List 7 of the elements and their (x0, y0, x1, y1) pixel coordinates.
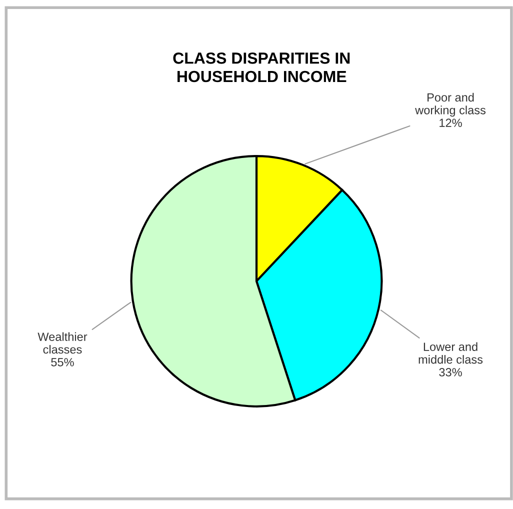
slice-label: Wealthier classes (38, 332, 88, 354)
data-label: 12% (440, 118, 462, 127)
data-label: 55% (51, 358, 74, 366)
slice-label: Poor and working class (415, 92, 486, 117)
data-label: 33% (439, 368, 462, 376)
chart-title: CLASS DISPARITIES IN HOUSEHOLD INCOME (173, 52, 350, 82)
slice-label: Lower and middle class (418, 342, 483, 364)
